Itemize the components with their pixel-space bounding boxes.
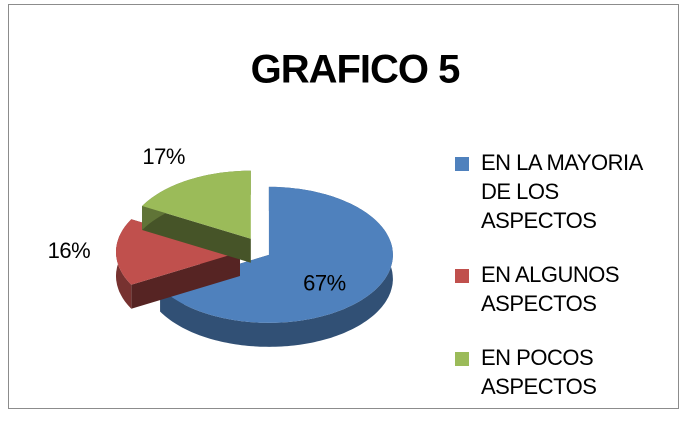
pie-slice — [142, 170, 251, 263]
legend-item: EN ALGUNOS ASPECTOS — [455, 260, 675, 318]
page: {"chart_data": {"type": "pie", "title": … — [8, 4, 679, 409]
slice-top — [116, 219, 240, 285]
legend-label: EN POCOS ASPECTOS — [481, 345, 597, 399]
legend-item: EN POCOS ASPECTOS — [455, 343, 675, 401]
data-label: 16% — [48, 238, 91, 263]
legend-label: EN ALGUNOS ASPECTOS — [481, 262, 620, 316]
legend-item: EN LA MAYORIA DE LOS ASPECTOS — [455, 148, 675, 235]
legend-swatch — [455, 157, 469, 171]
legend-label: EN LA MAYORIA DE LOS ASPECTOS — [481, 150, 642, 233]
legend: EN LA MAYORIA DE LOS ASPECTOS EN ALGUNOS … — [455, 148, 675, 426]
data-label: 67% — [303, 271, 346, 296]
slice-cut-face — [142, 206, 251, 263]
chart-title: GRAFICO 5 — [251, 48, 461, 92]
data-label: 17% — [142, 144, 185, 169]
legend-swatch — [455, 352, 469, 366]
legend-swatch — [455, 269, 469, 283]
slice-top — [142, 170, 251, 239]
slice-top — [160, 186, 393, 323]
chart: GRAFICO 5 67% 16% 17% — [48, 48, 461, 347]
